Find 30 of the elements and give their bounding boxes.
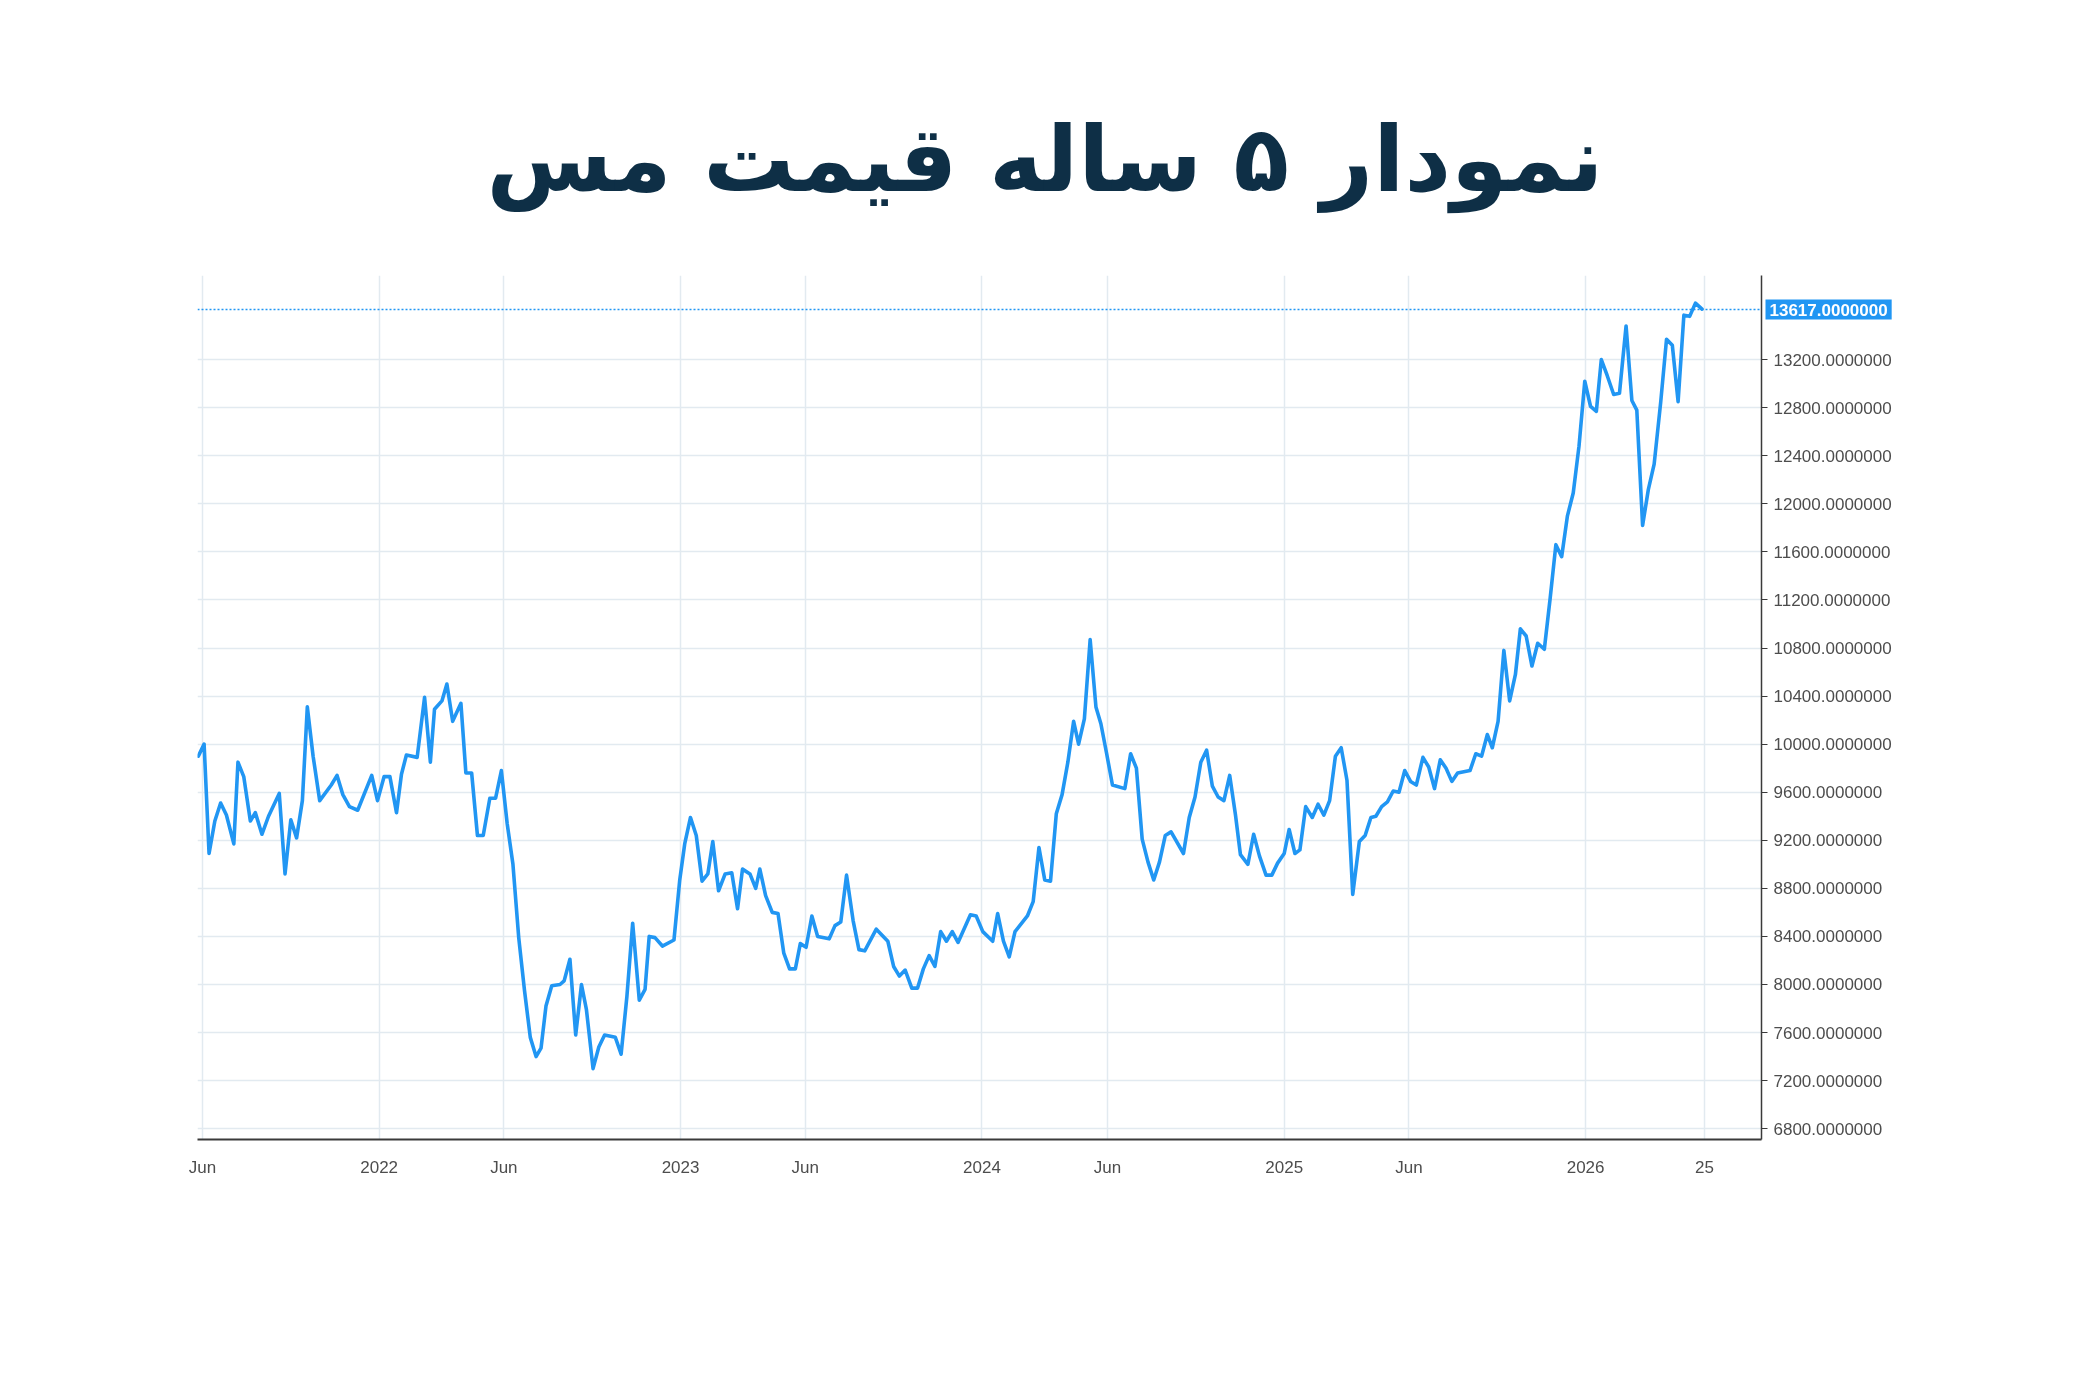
x-tick-label: Jun [1093, 1157, 1122, 1177]
y-tick-label: 7600.0000000 [1773, 1023, 1883, 1043]
x-tick-label: 25 [1695, 1157, 1714, 1177]
y-tick-label: 11600.0000000 [1773, 542, 1891, 562]
y-tick-label: 9600.0000000 [1773, 783, 1883, 803]
x-tick-label: 2024 [963, 1157, 1001, 1177]
y-tick-label: 11200.0000000 [1773, 590, 1891, 610]
y-tick-label: 10000.0000000 [1773, 735, 1892, 755]
chart-title: نمودار ۵ ساله قیمت مس [486, 107, 1604, 214]
y-tick-label: 6800.0000000 [1773, 1119, 1883, 1139]
x-tick-label: Jun [791, 1157, 819, 1177]
x-tick-label: 2025 [1265, 1157, 1304, 1177]
x-tick-label: Jun [1395, 1157, 1423, 1177]
x-tick-label: 2022 [360, 1157, 399, 1177]
y-tick-label: 8000.0000000 [1773, 975, 1883, 995]
ref-line-label: 13617.0000000 [1769, 300, 1888, 320]
y-tick-label: 9200.0000000 [1773, 831, 1883, 851]
x-tick-label: 2023 [661, 1157, 700, 1177]
x-tick-label: 2026 [1566, 1157, 1605, 1177]
y-tick-label: 7200.0000000 [1773, 1071, 1883, 1091]
y-tick-label: 10400.0000000 [1773, 687, 1892, 707]
y-tick-label: 13200.0000000 [1773, 350, 1892, 370]
y-tick-label: 12800.0000000 [1773, 398, 1892, 418]
y-tick-label: 8800.0000000 [1773, 879, 1883, 899]
y-tick-label: 10800.0000000 [1773, 639, 1892, 659]
x-tick-label: Jun [490, 1157, 518, 1177]
y-tick-label: 12000.0000000 [1773, 494, 1892, 514]
y-tick-label: 12400.0000000 [1773, 446, 1892, 466]
x-tick-label: Jun [188, 1157, 217, 1177]
y-tick-label: 8400.0000000 [1773, 927, 1883, 947]
